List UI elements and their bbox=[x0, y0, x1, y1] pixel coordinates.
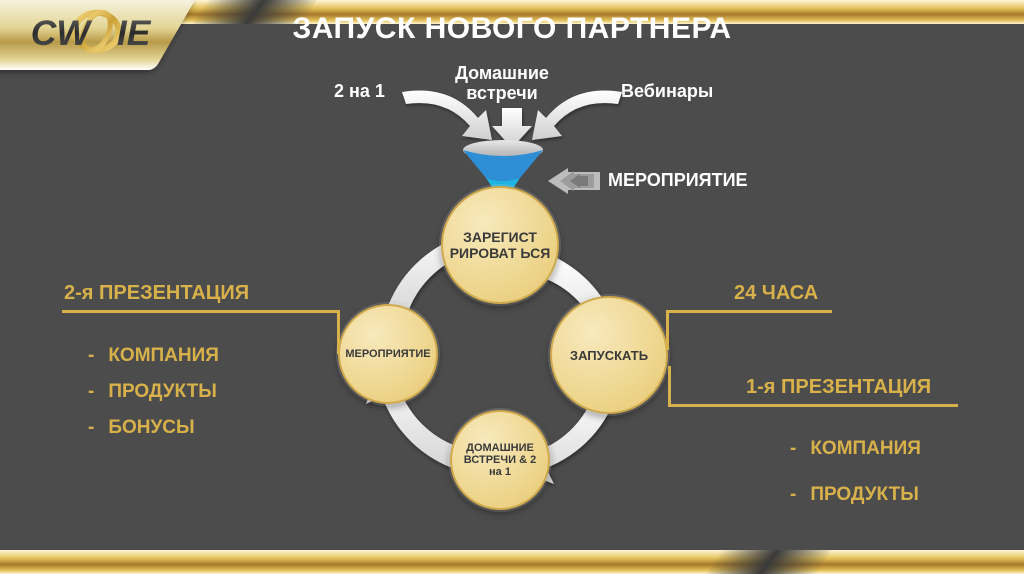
cycle-diagram: ЗАРЕГИСТ РИРОВАТ ЬСЯ ЗАПУСКАТЬ ДОМАШНИЕ … bbox=[340, 192, 660, 512]
callout-right-list: -КОМПАНИЯ -ПРОДУКТЫ bbox=[790, 426, 921, 517]
callout-right-line-v bbox=[668, 366, 671, 407]
callout-left-list: -КОМПАНИЯ -ПРОДУКТЫ -БОНУСЫ bbox=[88, 338, 219, 446]
slide-title: ЗАПУСК НОВОГО ПАРТНЕРА bbox=[0, 12, 1024, 46]
callout-left-line-h bbox=[62, 310, 340, 313]
callout-24h-line-v bbox=[666, 310, 669, 350]
callout-left-line-v bbox=[337, 310, 340, 354]
event-side-arrow-icon bbox=[548, 168, 600, 194]
callout-right-title: 1-я ПРЕЗЕНТАЦИЯ bbox=[746, 376, 931, 399]
event-side-label: МЕРОПРИЯТИЕ bbox=[608, 170, 748, 191]
bottom-gold-band bbox=[0, 550, 1024, 574]
cycle-node-launch: ЗАПУСКАТЬ bbox=[550, 296, 668, 414]
callout-right-line-h bbox=[668, 404, 958, 407]
cycle-node-home-meetings: ДОМАШНИЕ ВСТРЕЧИ & 2 на 1 bbox=[450, 410, 550, 510]
cycle-node-register: ЗАРЕГИСТ РИРОВАТ ЬСЯ bbox=[441, 186, 559, 304]
callout-24h-line-h bbox=[666, 310, 832, 313]
callout-24h-title: 24 ЧАСА bbox=[734, 282, 818, 305]
cycle-node-event: МЕРОПРИЯТИЕ bbox=[338, 304, 438, 404]
callout-left-title: 2-я ПРЕЗЕНТАЦИЯ bbox=[64, 282, 249, 305]
